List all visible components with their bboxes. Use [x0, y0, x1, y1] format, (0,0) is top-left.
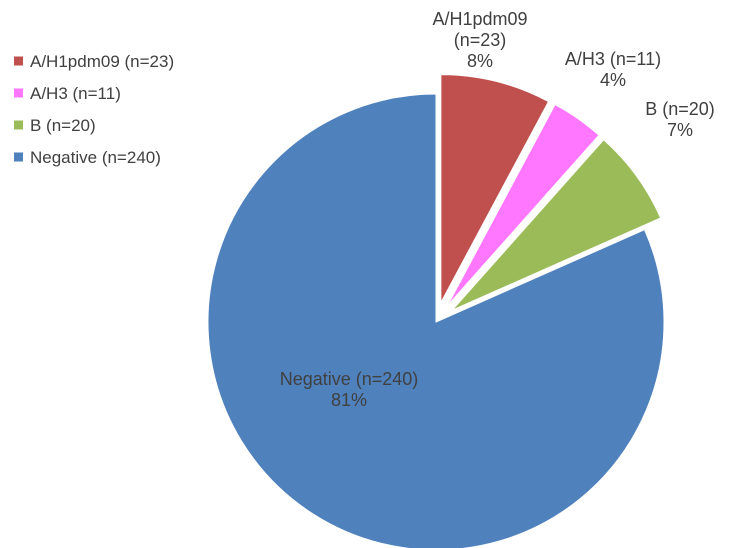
legend-swatch — [14, 152, 23, 162]
slice-label-a-h3: A/H3 (n=11) 4% — [565, 49, 661, 90]
slice-label-a-h1pdm09: A/H1pdm09 (n=23) 8% — [432, 9, 527, 71]
slice-label-line: 8% — [467, 51, 493, 71]
slice-label-line: B (n=20) — [645, 99, 715, 119]
pie-slice-a-h1pdm09 — [440, 74, 550, 303]
slice-label-line: A/H3 (n=11) — [565, 49, 661, 69]
slice-label-line: 7% — [667, 120, 693, 140]
legend-label: A/H3 (n=11) — [30, 84, 121, 103]
legend-swatch — [14, 56, 23, 66]
slice-labels: A/H1pdm09 (n=23) 8% A/H3 (n=11) 4% B (n=20) 7%… — [280, 9, 715, 410]
slice-label-line: (n=23) — [454, 30, 507, 50]
legend: A/H1pdm09 (n=23) A/H3 (n=11) B (n=20) Negat… — [14, 52, 174, 167]
legend-item-b: B (n=20) — [14, 116, 96, 135]
legend-item-a-h1pdm09: A/H1pdm09 (n=23) — [14, 52, 174, 71]
legend-label: A/H1pdm09 (n=23) — [30, 52, 174, 71]
slice-label-line: 81% — [331, 390, 367, 410]
slice-label-line: A/H1pdm09 — [432, 9, 527, 29]
legend-item-a-h3: A/H3 (n=11) — [14, 84, 121, 103]
legend-swatch — [14, 120, 23, 130]
pie-slices — [207, 74, 665, 548]
pie-slice-negative — [207, 93, 665, 548]
slice-label-line: Negative (n=240) — [280, 369, 419, 389]
legend-item-negative: Negative (n=240) — [14, 148, 161, 167]
slice-label-b: B (n=20) 7% — [645, 99, 715, 140]
legend-swatch — [14, 88, 23, 98]
pie-slice-a-h3 — [447, 103, 600, 306]
legend-label: Negative (n=240) — [30, 148, 161, 167]
pie-slice-b — [451, 139, 662, 311]
legend-label: B (n=20) — [30, 116, 96, 135]
slice-label-negative: Negative (n=240) 81% — [280, 369, 419, 410]
slice-label-line: 4% — [600, 70, 626, 90]
